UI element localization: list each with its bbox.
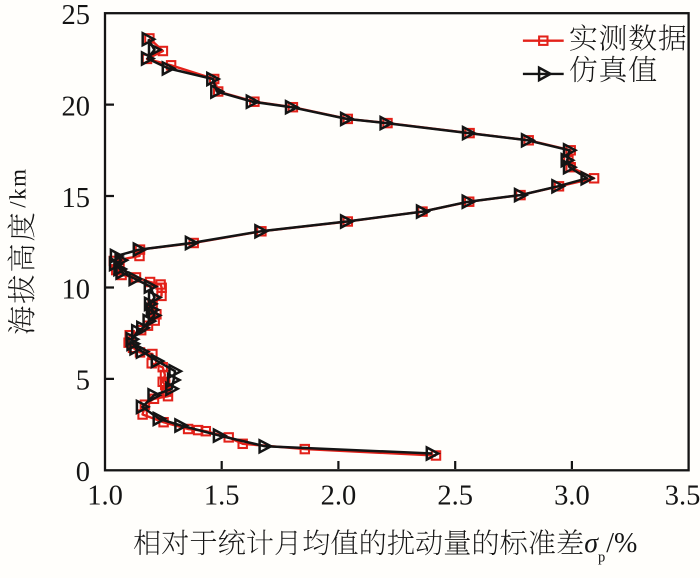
svg-text:3.0: 3.0	[554, 481, 590, 512]
svg-text:25: 25	[62, 0, 91, 31]
svg-text:2.0: 2.0	[321, 481, 357, 512]
svg-text:1.0: 1.0	[87, 481, 123, 512]
svg-text:σp/%: σp/%	[584, 528, 637, 566]
svg-text:5: 5	[76, 366, 90, 397]
svg-text:0: 0	[76, 457, 90, 488]
svg-text:1.5: 1.5	[204, 481, 240, 512]
svg-text:20: 20	[62, 91, 91, 122]
svg-text:2.5: 2.5	[437, 481, 473, 512]
svg-text:/km: /km	[5, 167, 30, 207]
svg-text:3.5: 3.5	[665, 481, 700, 512]
svg-text:15: 15	[62, 183, 91, 214]
svg-text:10: 10	[62, 274, 91, 305]
